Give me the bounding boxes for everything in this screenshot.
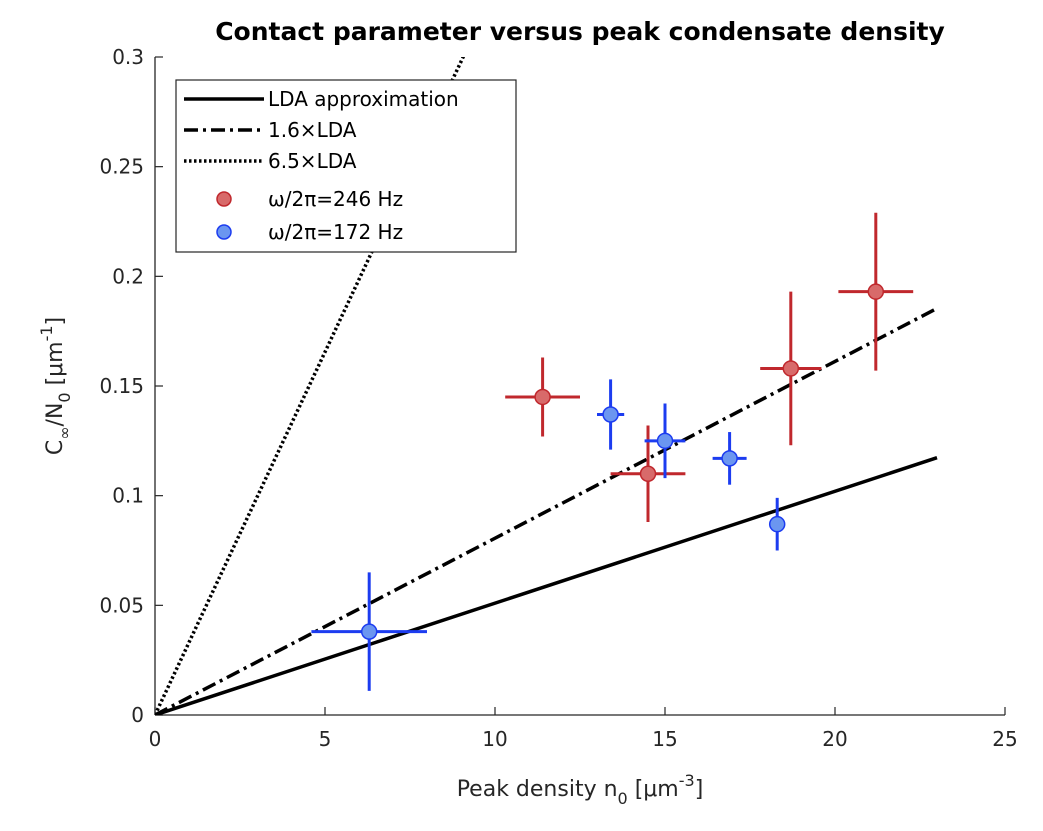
y-tick-label: 0.3 bbox=[112, 45, 144, 69]
y-tick-label: 0.05 bbox=[99, 593, 144, 617]
y-tick-label: 0.2 bbox=[112, 264, 144, 288]
legend-label-lda: LDA approximation bbox=[268, 87, 459, 111]
line-6p5-lda bbox=[155, 57, 466, 715]
legend: LDA approximation 1.6×LDA 6.5×LDA ω/2π=2… bbox=[175, 79, 517, 253]
y-tick-label: 0.25 bbox=[99, 155, 144, 179]
data-point bbox=[867, 283, 885, 300]
x-axis-label: Peak density n0 [μm-3] bbox=[457, 771, 704, 808]
data-point bbox=[602, 406, 619, 423]
data-point bbox=[768, 515, 786, 533]
y-tick-label: 0.15 bbox=[99, 374, 144, 398]
legend-marker-172hz bbox=[216, 224, 232, 240]
line-1p6-lda bbox=[155, 306, 938, 715]
legend-label-246hz: ω/2π=246 Hz bbox=[268, 187, 403, 211]
y-tick-label: 0.1 bbox=[112, 484, 144, 508]
legend-label-172hz: ω/2π=172 Hz bbox=[268, 220, 403, 244]
legend-marker-246hz bbox=[216, 191, 232, 207]
y-tick-label: 0 bbox=[131, 703, 144, 727]
x-tick-label: 25 bbox=[992, 727, 1017, 751]
model-lines bbox=[155, 57, 938, 715]
x-tick-label: 10 bbox=[482, 727, 507, 751]
x-tick-label: 0 bbox=[149, 727, 162, 751]
legend-label-6p5-lda: 6.5×LDA bbox=[268, 149, 357, 173]
legend-label-1p6-lda: 1.6×LDA bbox=[268, 118, 357, 142]
data-point bbox=[639, 465, 657, 482]
ticks: 0 5 10 15 20 25 0 0.05 0.1 0.15 0.2 0.25 0.3 bbox=[99, 45, 1017, 751]
series-246hz bbox=[505, 212, 914, 522]
y-axis-label: C∞/N0 [μm-1] bbox=[37, 317, 74, 455]
x-tick-label: 15 bbox=[652, 727, 677, 751]
data-point bbox=[721, 450, 738, 467]
series-172hz bbox=[311, 379, 786, 691]
line-lda bbox=[155, 456, 938, 715]
data-point bbox=[534, 388, 551, 406]
x-tick-label: 20 bbox=[822, 727, 847, 751]
data-point bbox=[782, 360, 800, 377]
data-point bbox=[656, 432, 674, 450]
data-point bbox=[360, 623, 378, 640]
legend-box bbox=[175, 79, 517, 253]
chart-title: Contact parameter versus peak condensate… bbox=[215, 17, 945, 46]
x-tick-label: 5 bbox=[319, 727, 332, 751]
data-points bbox=[311, 212, 914, 691]
